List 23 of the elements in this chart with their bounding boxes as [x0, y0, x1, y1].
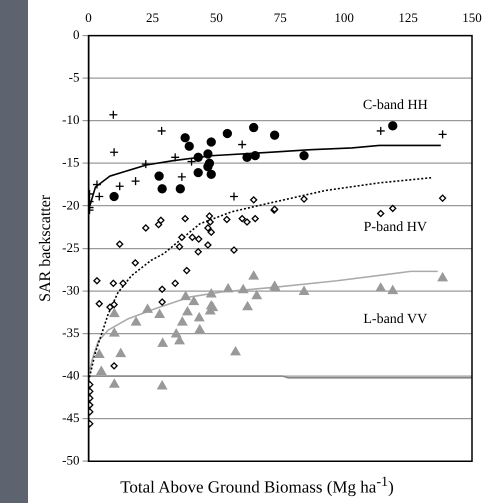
y-tick-label: -20: [62, 197, 80, 212]
x-tick-label: 125: [398, 10, 418, 26]
y-tick-label: 0: [73, 27, 80, 42]
y-tick-label: -15: [62, 154, 80, 170]
y-tick-label: -5: [68, 70, 80, 85]
text: C-band HH: [362, 98, 428, 114]
x-tick-label: 75: [274, 10, 287, 26]
y-tick-label: -50: [62, 452, 80, 468]
y-tick-label: -45: [62, 410, 80, 426]
x-tick-label: 100: [334, 10, 354, 26]
x-axis-title: Total Above Ground Biomass (Mg ha$^{-1}$): [119, 474, 395, 498]
y-axis-title: SAR backscatter: [36, 194, 54, 302]
y-tick-label: -10: [62, 112, 80, 128]
x-tick-label: 0: [85, 10, 92, 26]
y-tick-label: -30: [62, 282, 80, 298]
x-tick-label: 25: [146, 10, 159, 26]
y-tick-label: -40: [62, 368, 80, 382]
text: P-band HV: [364, 220, 427, 235]
text: L-band VV: [363, 312, 428, 328]
x-tick-label: 150: [462, 10, 482, 26]
y-tick-label: -25: [62, 240, 80, 255]
y-tick-label: -35: [62, 324, 80, 340]
x-tick-label: 50: [210, 10, 223, 26]
